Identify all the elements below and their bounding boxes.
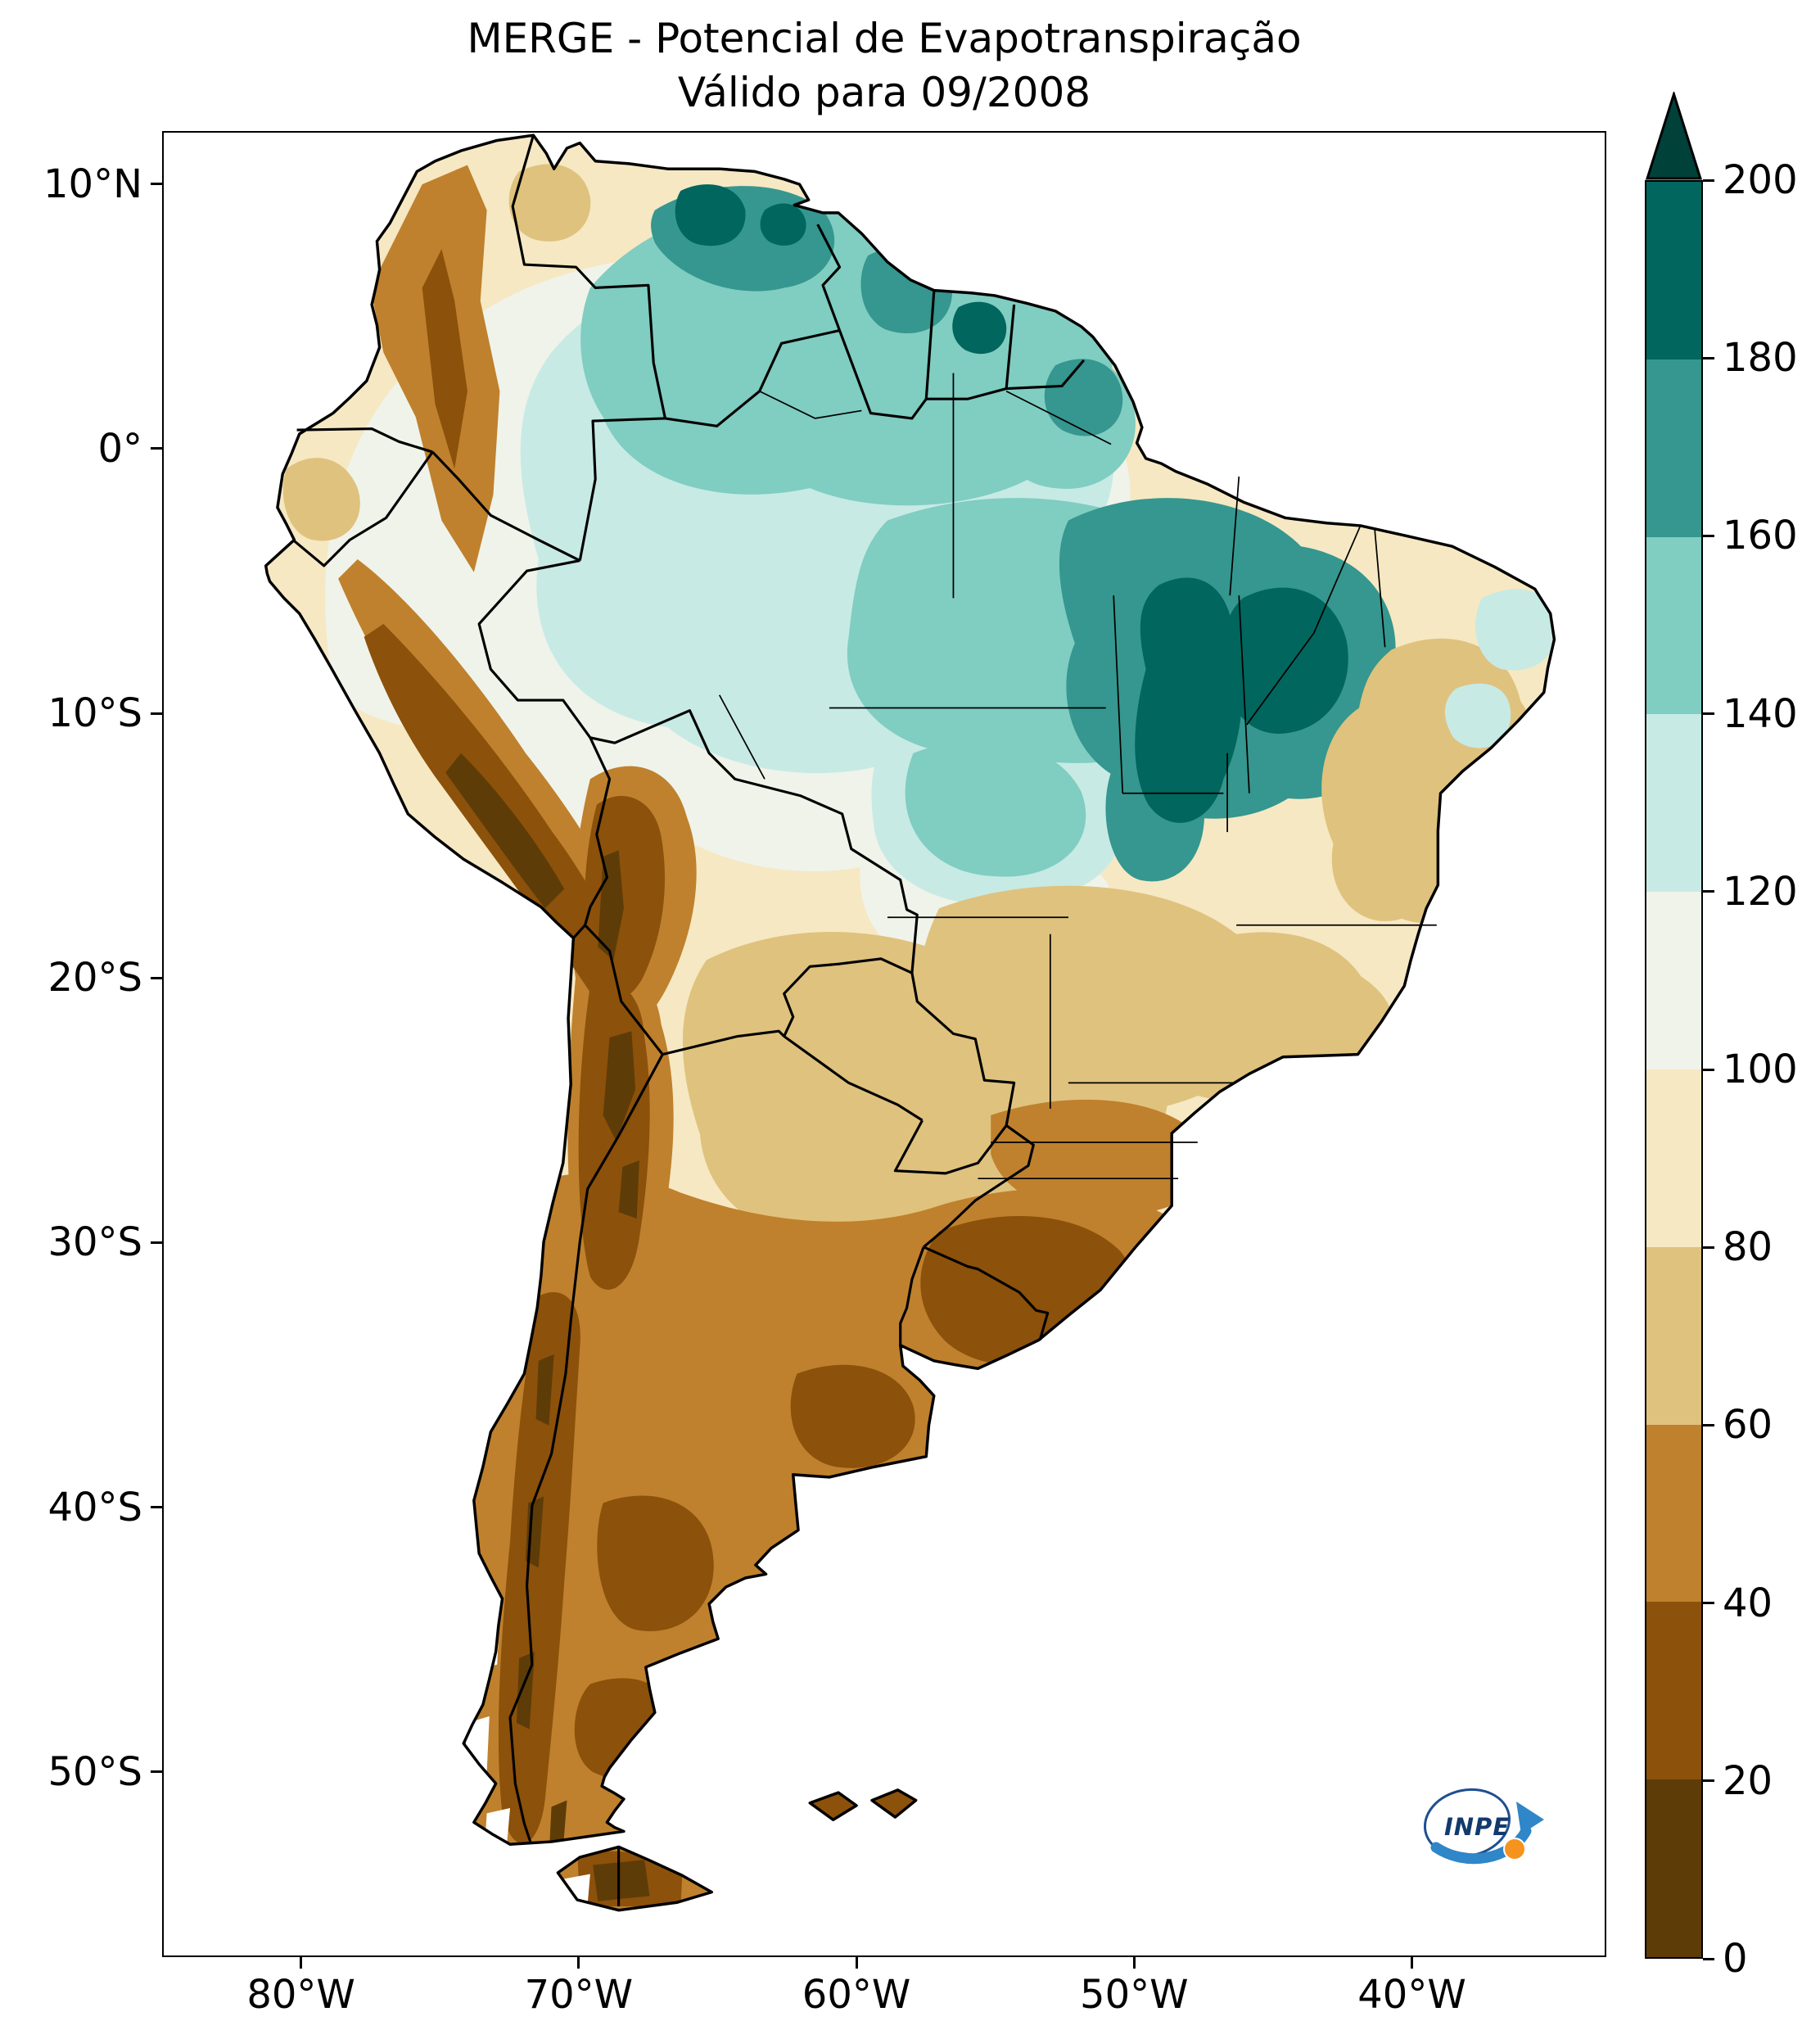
logo-arrowhead-icon <box>1516 1802 1544 1834</box>
x-tick-label: 60°W <box>802 1972 911 2018</box>
colorbar-extend-arrow <box>1645 92 1703 180</box>
colorbar-tick-mark <box>1703 712 1714 716</box>
colorbar-tick-mark <box>1703 1957 1714 1960</box>
colorbar-tick-label: 100 <box>1723 1047 1798 1092</box>
colorbar-tick-mark <box>1703 890 1714 893</box>
colorbar-body <box>1645 180 1703 1959</box>
chart-title-line1: MERGE - Potencial de Evapotranspiração <box>467 15 1302 62</box>
x-tick-label: 50°W <box>1080 1972 1189 2018</box>
y-tick-label: 50°S <box>47 1748 142 1795</box>
y-tick-label: 10°S <box>47 690 142 736</box>
colorbar-tick-label: 140 <box>1723 690 1798 737</box>
colorbar-tick-mark <box>1703 1779 1714 1783</box>
inpe-logo-graphic <box>1423 1788 1544 1865</box>
colorbar-segment <box>1646 536 1701 715</box>
colorbar-segment <box>1646 1602 1701 1780</box>
colorbar-tick-label: 160 <box>1723 513 1798 559</box>
map-svg <box>264 133 1556 1912</box>
y-tick-mark <box>151 1241 162 1244</box>
inpe-logo-text: INPE <box>1444 1813 1511 1841</box>
y-tick-label: 30°S <box>47 1219 142 1266</box>
x-tick-mark <box>1411 1957 1414 1969</box>
colorbar-tick-label: 120 <box>1723 868 1798 915</box>
colorbar-tick-label: 20 <box>1723 1757 1773 1804</box>
y-tick-mark <box>151 1770 162 1774</box>
colorbar-segment <box>1646 359 1701 537</box>
state-borders <box>718 373 1437 1180</box>
colorbar-tick-mark <box>1703 179 1714 182</box>
chart-title-line2: Válido para 09/2008 <box>677 69 1091 116</box>
colorbar-tick-mark <box>1703 356 1714 359</box>
y-tick-label: 20°S <box>47 955 142 1001</box>
y-tick-mark <box>151 976 162 979</box>
y-tick-mark <box>151 447 162 450</box>
colorbar-segment <box>1646 1246 1701 1425</box>
x-tick-label: 80°W <box>246 1972 355 2018</box>
y-tick-label: 10°N <box>43 161 142 207</box>
x-tick-mark <box>1132 1957 1136 1969</box>
colorbar-tick-label: 40 <box>1723 1580 1773 1626</box>
y-tick-mark <box>151 712 162 715</box>
x-tick-label: 40°W <box>1357 1972 1466 2018</box>
y-tick-mark <box>151 1506 162 1509</box>
inpe-logo: INPE <box>1415 1777 1556 1872</box>
colorbar-tick-label: 200 <box>1723 157 1798 203</box>
x-tick-mark <box>577 1957 580 1969</box>
colorbar-segment <box>1646 1779 1701 1957</box>
chart-title: MERGE - Potencial de Evapotranspiração V… <box>162 11 1606 120</box>
y-tick-label: 0° <box>97 425 142 472</box>
country-borders <box>291 134 1086 1907</box>
colorbar-tick-mark <box>1703 534 1714 537</box>
x-tick-mark <box>300 1957 303 1969</box>
colorbar-tick-mark <box>1703 1423 1714 1426</box>
map-area: INPE <box>162 131 1606 1957</box>
colorbar-tick-label: 60 <box>1723 1402 1773 1449</box>
y-tick-label: 40°S <box>47 1484 142 1530</box>
coastline <box>264 133 1556 1912</box>
colorbar-segment <box>1646 1069 1701 1247</box>
colorbar-tick-label: 0 <box>1723 1936 1748 1982</box>
colorbar-segment <box>1646 892 1701 1069</box>
colorbar <box>1645 92 1703 1959</box>
logo-orange-ball-icon <box>1503 1838 1526 1860</box>
x-tick-label: 70°W <box>524 1972 634 2018</box>
colorbar-segment <box>1646 182 1701 359</box>
colorbar-tick-label: 180 <box>1723 335 1798 382</box>
x-tick-mark <box>855 1957 858 1969</box>
colorbar-tick-mark <box>1703 1602 1714 1605</box>
y-tick-mark <box>151 183 162 186</box>
colorbar-tick-mark <box>1703 1246 1714 1249</box>
colorbar-segment <box>1646 714 1701 893</box>
colorbar-segment <box>1646 1424 1701 1603</box>
colorbar-tick-label: 80 <box>1723 1224 1773 1271</box>
colorbar-tick-mark <box>1703 1068 1714 1071</box>
